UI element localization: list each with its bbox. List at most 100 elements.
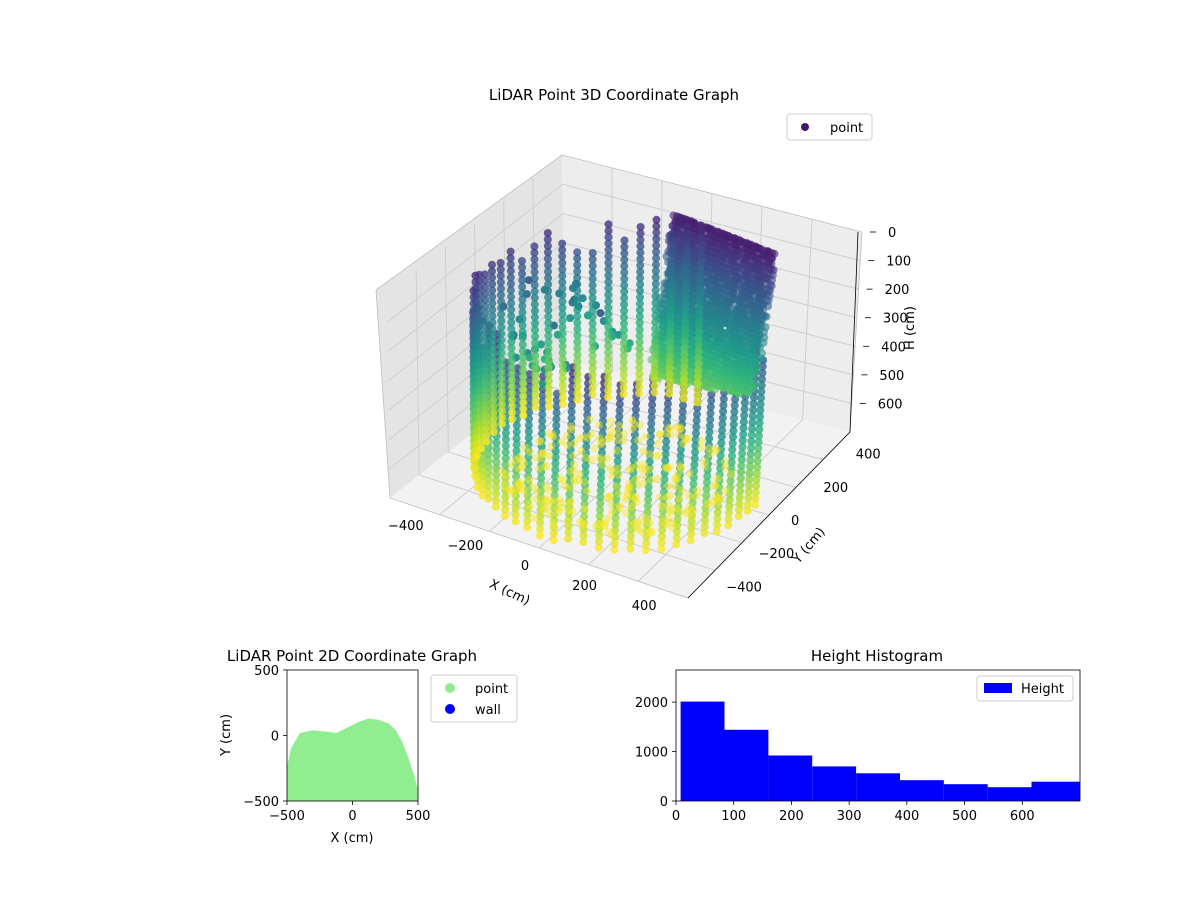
cloud-point [739,430,748,439]
cloud-point [604,527,613,536]
cloud-point [488,299,497,308]
cloud-point [530,513,539,522]
cloud-point [476,380,485,389]
cloud-point [481,328,490,337]
cloud-point [536,499,545,508]
cloud-point [489,376,498,385]
cloud-point [519,459,528,468]
cloud-point [551,472,560,481]
cloud-point [646,438,655,447]
cloud-point [752,482,761,491]
cloud-point [612,488,621,497]
cloud-point [567,425,576,434]
cloud-point [662,424,671,433]
cloud-point [647,425,656,434]
cloud-point [647,528,656,537]
cloud-point [657,502,666,511]
cloud-point [673,508,682,517]
cloud-point [566,467,575,476]
x-axis-label-2d: X (cm) [331,831,374,846]
cloud-point [620,236,629,245]
cloud-point [646,451,654,460]
cloud-point [643,520,651,529]
cloud-point [492,490,501,498]
cloud-point [717,439,726,447]
cloud-point [489,389,498,398]
cloud-point [550,491,559,500]
cloud-point [550,504,559,513]
cloud-point [676,458,685,467]
cloud-point [515,464,523,473]
y-tick-label: −400 [726,580,762,595]
cloud-point [579,518,588,527]
cloud-point [597,448,606,457]
cloud-point [574,475,583,484]
cloud-point [692,416,701,425]
cloud-point [673,515,682,523]
cloud-point [645,519,654,528]
cloud-point [736,487,745,495]
cloud-point [662,493,671,502]
cloud-point [519,486,528,495]
histogram-x-tick-label: 600 [1010,809,1035,824]
cloud-point [538,410,547,419]
cloud-point [507,389,516,398]
cloud-point [507,460,516,469]
cloud-point [696,443,705,452]
cloud-point [606,492,615,501]
cloud-point [714,495,723,504]
cloud-point [488,273,497,282]
cloud-point [537,467,546,476]
cloud-point [704,453,713,462]
cloud-point [512,466,521,475]
cloud-point [748,424,757,433]
cloud-point [633,518,642,527]
cloud-point [692,429,700,438]
cloud-point [496,291,505,299]
cloud-point [687,530,695,539]
cloud-point [581,480,589,489]
cloud-point [603,454,612,463]
cloud-point [523,516,532,525]
cloud-point [664,481,673,490]
histogram-bar [680,701,725,801]
cloud-point [691,492,700,501]
cloud-point [478,491,487,500]
cloud-point [613,469,622,478]
cloud-point [714,489,723,498]
cloud-point [600,521,609,529]
cloud-point [701,510,710,519]
cloud-point [715,483,724,492]
cloud-point [501,505,510,514]
cloud-point [482,418,491,427]
cloud-point [549,432,558,441]
cloud-point [507,357,516,365]
cloud-point [568,451,577,460]
cloud-point [754,431,763,440]
cloud-point [524,472,533,481]
cloud-point [523,497,532,506]
cloud-point [691,441,700,450]
cloud-point [674,502,683,511]
cloud-point [567,433,575,442]
cloud-point [629,462,638,471]
cloud-point [719,394,728,403]
cloud-point [688,498,697,507]
cloud-point [751,488,760,497]
cloud-point [704,447,713,456]
cloud-point [583,411,592,419]
cloud-point [677,463,686,472]
cloud-point [570,477,579,486]
cloud-point [595,434,604,443]
cloud-point [648,394,657,403]
cloud-point [744,494,753,503]
cloud-point [496,265,505,274]
x-tick-label: 400 [632,599,657,614]
cloud-point [598,423,607,432]
cloud-point [706,409,715,418]
cloud-point [705,421,714,430]
cloud-point [652,452,661,461]
cloud-point [672,533,681,542]
cloud-point [595,518,604,527]
cloud-point [736,474,745,483]
